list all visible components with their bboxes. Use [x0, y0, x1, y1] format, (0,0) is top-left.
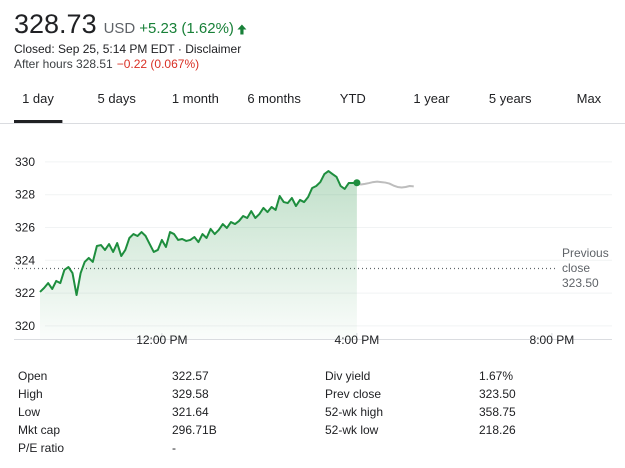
y-tick-label: 320 — [15, 319, 35, 333]
stat-label: 52-wk high — [325, 405, 383, 419]
previous-close-annotation: Previous close 323.50 — [562, 246, 612, 291]
stat-label: Prev close — [325, 387, 381, 401]
tab[interactable]: 5 years — [489, 91, 532, 106]
stat-value: 218.26 — [479, 423, 516, 437]
stat-label: High — [18, 387, 43, 401]
price: 328.73 — [14, 9, 97, 39]
stat-value: 321.64 — [172, 405, 209, 419]
stat-value: 322.57 — [172, 369, 209, 383]
previous-close-value: 323.50 — [562, 276, 599, 290]
after-hours-info: After hours 328.51 −0.22 (0.067%) — [14, 57, 199, 71]
tab[interactable]: 1 month — [172, 91, 219, 106]
stat-label: P/E ratio — [18, 441, 64, 455]
closed-info: Closed: Sep 25, 5:14 PM EDT · Disclaimer — [14, 42, 241, 56]
tab[interactable]: Max — [577, 91, 602, 106]
stat-label: Mkt cap — [18, 423, 60, 437]
price-line — [39, 170, 357, 297]
currency: USD — [104, 20, 136, 37]
stat-label: Div yield — [325, 369, 370, 383]
price-change: +5.23 (1.62%) — [139, 20, 234, 37]
tab-underline — [14, 120, 63, 123]
stat-value: 329.58 — [172, 387, 209, 401]
y-tick-label: 328 — [15, 188, 35, 202]
tab[interactable]: 6 months — [247, 91, 301, 106]
price-line — [356, 180, 414, 189]
y-tick-label: 324 — [15, 253, 35, 267]
after-hours-change: −0.22 (0.067%) — [117, 57, 199, 71]
y-tick-label: 330 — [15, 155, 35, 169]
quote-header: 328.73 USD +5.23 (1.62%) — [14, 9, 234, 39]
stat-value: 358.75 — [479, 405, 516, 419]
previous-close-label: Previous close — [562, 246, 609, 275]
close-dot — [353, 179, 361, 187]
stat-label: Open — [18, 369, 47, 383]
up-arrow — [237, 24, 247, 35]
stat-value: - — [172, 441, 176, 455]
stat-label: Low — [18, 405, 40, 419]
area — [40, 171, 357, 339]
tab[interactable]: YTD — [340, 91, 366, 106]
tab[interactable]: 1 year — [413, 91, 450, 106]
stat-label: 52-wk low — [325, 423, 379, 437]
y-tick-label: 322 — [15, 286, 35, 300]
tab[interactable]: 5 days — [98, 91, 137, 106]
stat-value: 1.67% — [479, 369, 513, 383]
tab[interactable]: 1 day — [22, 91, 54, 106]
y-tick-label: 326 — [15, 220, 35, 234]
stat-value: 296.71B — [172, 423, 217, 437]
x-tick-label: 8:00 PM — [530, 333, 575, 347]
after-hours: After hours 328.51 — [14, 57, 113, 71]
stat-value: 323.50 — [479, 387, 516, 401]
